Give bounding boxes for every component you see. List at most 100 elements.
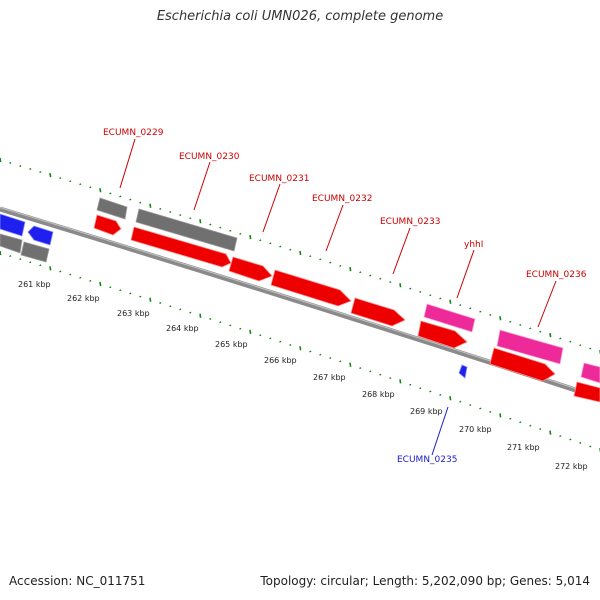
cds-arrow-edge[interactable] bbox=[573, 381, 600, 403]
minor-tick-mark bbox=[219, 321, 222, 324]
minor-tick-mark bbox=[469, 307, 472, 310]
minor-tick-mark bbox=[559, 435, 562, 438]
minor-tick-mark bbox=[519, 323, 522, 327]
minor-tick-mark bbox=[29, 261, 32, 264]
minor-tick-mark bbox=[529, 424, 532, 427]
minor-tick-mark bbox=[379, 373, 382, 376]
major-tick-mark bbox=[399, 379, 402, 384]
minor-tick-mark bbox=[309, 350, 312, 353]
minor-tick-mark bbox=[259, 334, 262, 337]
minor-tick-mark bbox=[119, 289, 122, 292]
minor-tick-mark bbox=[519, 421, 522, 424]
minor-tick-mark bbox=[329, 261, 332, 264]
minor-tick-mark bbox=[339, 264, 342, 267]
kbp-label-263: 263 kbp bbox=[117, 309, 150, 318]
cds-arrow-0229[interactable] bbox=[93, 214, 122, 236]
minor-tick-mark bbox=[159, 301, 162, 305]
major-tick-mark bbox=[249, 234, 252, 240]
major-tick-mark bbox=[299, 250, 302, 256]
gene-label-ecumn-0233[interactable]: ECUMN_0233 bbox=[380, 217, 440, 227]
cds-arrow-yhhi[interactable] bbox=[417, 320, 468, 349]
major-tick-mark bbox=[549, 332, 552, 338]
minor-tick-mark bbox=[169, 305, 172, 308]
kbp-label-270: 270 kbp bbox=[459, 425, 492, 434]
minor-tick-mark bbox=[419, 290, 422, 293]
map-title: Escherichia coli UMN026, complete genome bbox=[156, 9, 444, 24]
minor-tick-mark bbox=[389, 281, 392, 284]
minor-tick-mark bbox=[539, 330, 542, 333]
leader-line-0229 bbox=[119, 138, 136, 189]
cds-arrow-0231[interactable] bbox=[228, 256, 273, 282]
minor-tick-mark bbox=[279, 340, 282, 343]
leader-line-yhhi bbox=[456, 249, 475, 299]
cds-arrow-0232[interactable] bbox=[270, 269, 352, 307]
minor-tick-mark bbox=[219, 226, 222, 229]
kbp-label-264: 264 kbp bbox=[166, 324, 199, 333]
minor-tick-mark bbox=[339, 360, 342, 363]
minor-tick-mark bbox=[279, 245, 282, 248]
gene-label-ecumn-0236[interactable]: ECUMN_0236 bbox=[526, 270, 587, 280]
kbp-label-262: 262 kbp bbox=[67, 294, 100, 303]
cds-arrow-0236[interactable] bbox=[489, 347, 556, 382]
pink-feature-0236[interactable] bbox=[496, 329, 564, 365]
pink-feature-edge[interactable] bbox=[580, 362, 600, 384]
kbp-label-272: 272 kbp bbox=[555, 462, 588, 471]
kbp-label-265: 265 kbp bbox=[215, 340, 248, 349]
cds-reverse-left-1[interactable] bbox=[0, 213, 26, 237]
gene-label-ecumn-0229[interactable]: ECUMN_0229 bbox=[103, 128, 164, 138]
leader-line-0231 bbox=[262, 183, 281, 233]
minor-tick-mark bbox=[539, 428, 542, 431]
genome-summary-text: Topology: circular; Length: 5,202,090 bp… bbox=[260, 574, 590, 588]
label-leaders bbox=[119, 138, 557, 456]
minor-tick-mark bbox=[69, 273, 72, 276]
major-tick-mark bbox=[49, 172, 52, 178]
minor-tick-mark bbox=[309, 255, 312, 258]
minor-tick-mark bbox=[489, 313, 492, 317]
leader-line-0232 bbox=[325, 204, 344, 252]
minor-tick-mark bbox=[189, 311, 192, 314]
cds-arrow-0230[interactable] bbox=[130, 226, 232, 268]
gray-feature-left-1[interactable] bbox=[0, 233, 23, 254]
minor-tick-mark bbox=[589, 445, 592, 448]
major-tick-mark bbox=[449, 299, 452, 304]
minor-tick-mark bbox=[479, 310, 482, 313]
gray-feature-0229[interactable] bbox=[96, 197, 128, 220]
minor-tick-mark bbox=[229, 229, 232, 232]
kbp-label-268: 268 kbp bbox=[362, 390, 395, 399]
gene-label-ecumn-0231[interactable]: ECUMN_0231 bbox=[249, 174, 309, 184]
minor-tick-mark bbox=[129, 292, 132, 295]
minor-tick-mark bbox=[239, 232, 242, 235]
major-tick-mark bbox=[449, 396, 452, 401]
major-tick-mark bbox=[199, 313, 202, 318]
minor-tick-mark bbox=[409, 383, 412, 386]
minor-tick-mark bbox=[29, 167, 32, 171]
minor-tick-mark bbox=[89, 279, 92, 282]
gray-feature-left-2[interactable] bbox=[20, 241, 50, 263]
cds-reverse-0235[interactable] bbox=[458, 364, 468, 379]
pink-feature-yhhi[interactable] bbox=[423, 303, 476, 333]
minor-tick-mark bbox=[319, 353, 322, 356]
minor-tick-mark bbox=[9, 255, 12, 258]
minor-tick-mark bbox=[369, 370, 372, 373]
gene-label-ecumn-0235[interactable]: ECUMN_0235 bbox=[397, 455, 457, 465]
major-tick-mark bbox=[0, 157, 2, 163]
major-tick-mark bbox=[299, 346, 302, 351]
minor-tick-mark bbox=[189, 217, 192, 220]
minor-tick-mark bbox=[569, 438, 572, 441]
minor-tick-mark bbox=[579, 344, 582, 347]
major-tick-mark bbox=[549, 430, 552, 435]
cds-arrow-0233[interactable] bbox=[350, 297, 406, 327]
minor-tick-mark bbox=[429, 294, 432, 297]
minor-tick-mark bbox=[569, 340, 572, 343]
minor-tick-mark bbox=[59, 270, 62, 273]
cds-reverse-left-2[interactable] bbox=[27, 225, 54, 246]
gene-label-ecumn-0232[interactable]: ECUMN_0232 bbox=[312, 194, 372, 204]
minor-tick-mark bbox=[439, 297, 442, 300]
gene-label-ecumn-0230[interactable]: ECUMN_0230 bbox=[179, 152, 240, 162]
kbp-label-261: 261 kbp bbox=[18, 280, 51, 289]
outer-tick-track bbox=[0, 157, 600, 355]
gray-feature-0230[interactable] bbox=[135, 208, 238, 252]
major-tick-mark bbox=[99, 281, 102, 287]
gene-label-yhhi[interactable]: yhhI bbox=[464, 240, 483, 250]
